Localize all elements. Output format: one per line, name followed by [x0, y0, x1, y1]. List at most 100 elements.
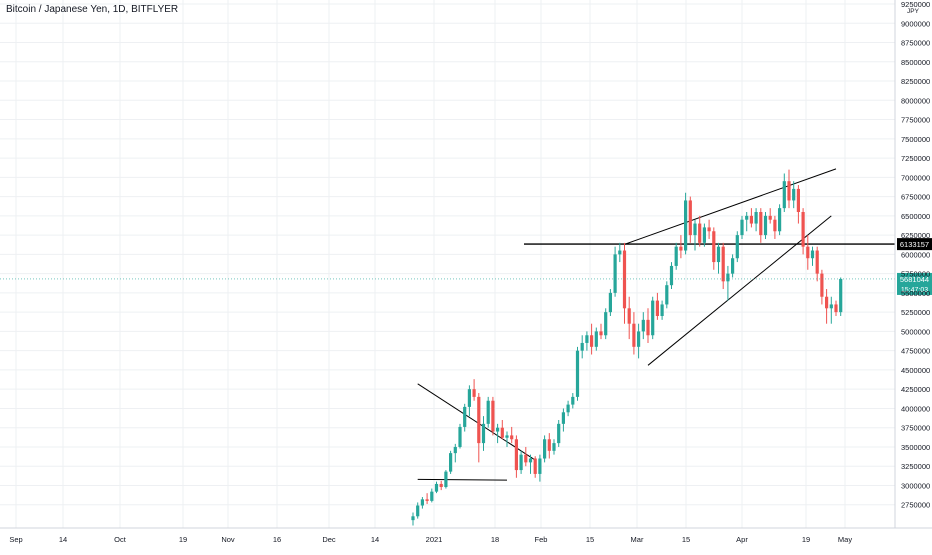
y-tick-label: 7000000 [901, 173, 930, 182]
candle-body [571, 396, 575, 405]
candle-body [768, 215, 772, 220]
candle-body [655, 300, 659, 316]
y-tick-label: 5250000 [901, 308, 930, 317]
candle-body [707, 227, 711, 232]
candle-body [782, 181, 786, 209]
candle-body [514, 439, 518, 471]
candle-body [510, 435, 514, 440]
candle-body [481, 423, 486, 444]
candle-body [684, 200, 688, 251]
candle-body [637, 331, 641, 347]
candle-body [453, 446, 457, 454]
candle-body [519, 454, 523, 471]
countdown-label: 15:47:03 [901, 287, 928, 294]
x-tick-label: Oct [114, 535, 127, 544]
candle-body [839, 278, 843, 313]
y-tick-label: 6250000 [901, 231, 930, 240]
candle-body [434, 483, 439, 492]
candle-body [411, 516, 415, 521]
candle-body [533, 458, 537, 474]
candle-body [688, 200, 692, 236]
candle-body [665, 285, 669, 305]
y-tick-label: 3000000 [901, 481, 930, 490]
chart-title: Bitcoin / Japanese Yen, 1D, BITFLYER [6, 4, 179, 15]
candle-body [524, 454, 528, 463]
y-tick-label: 6500000 [901, 212, 930, 221]
candle-body [449, 453, 453, 472]
candle-body [491, 400, 495, 432]
candle-body [735, 235, 739, 259]
candle-body [834, 304, 838, 313]
x-tick-label: 14 [59, 535, 67, 544]
candle-body [810, 250, 815, 259]
candle-body [669, 265, 674, 286]
y-tick-label: 7250000 [901, 154, 930, 163]
x-tick-label: 19 [179, 535, 187, 544]
time-axis[interactable]: Sep 14 Oct 19 Nov 16 Dec 14 2021 18 Feb 15 Mar 15 Apr 1… [0, 527, 932, 544]
y-tick-label: 8000000 [901, 96, 930, 105]
y-tick-label: 5500000 [901, 289, 930, 298]
candle-body [561, 412, 565, 424]
y-tick-label: 4250000 [901, 385, 930, 394]
candle-body [646, 319, 650, 336]
candle-body [477, 396, 481, 444]
candle-body [575, 350, 580, 397]
candle-body [632, 323, 636, 347]
candle-body [590, 335, 594, 347]
candle-body [608, 292, 612, 313]
candle-body [825, 296, 829, 309]
trendline[interactable] [624, 168, 837, 245]
candle-body [505, 435, 509, 438]
x-tick-label: 15 [586, 535, 594, 544]
candle-body [792, 188, 796, 201]
candle-body [829, 304, 833, 309]
x-tick-label: 18 [491, 535, 499, 544]
currency-label: JPY [907, 8, 920, 15]
candle-body [622, 250, 627, 309]
y-tick-label: 5000000 [901, 327, 930, 336]
x-tick-label: 16 [273, 535, 281, 544]
candle-body [594, 331, 598, 347]
candle-body [543, 439, 547, 459]
candle-body [420, 499, 424, 506]
price-axis[interactable]: 2750000 3000000 3250000 3500000 3750000 40000… [894, 0, 930, 528]
x-tick-label: May [838, 535, 852, 544]
trendline[interactable] [417, 478, 508, 481]
horizontal-level-tag [897, 238, 932, 251]
candle-body [604, 312, 608, 336]
candle-body [698, 223, 702, 243]
y-tick-label: 6000000 [901, 250, 930, 259]
candle-body [486, 400, 490, 424]
candle-body [693, 223, 697, 236]
candle-body [439, 483, 443, 488]
candle-body [754, 212, 758, 224]
candle-body [745, 215, 749, 220]
candles-layer [411, 169, 843, 526]
x-tick-label: Dec [322, 535, 336, 544]
candle-body [651, 300, 655, 336]
y-tick-label: 3750000 [901, 424, 930, 433]
y-tick-label: 8500000 [901, 58, 930, 67]
y-tick-label: 4500000 [901, 366, 930, 375]
candle-body [815, 250, 819, 274]
y-tick-label: 9250000 [901, 0, 930, 9]
x-tick-label: 19 [802, 535, 810, 544]
trendline[interactable] [647, 215, 832, 366]
candle-body [820, 273, 824, 297]
x-tick-label: Nov [221, 535, 235, 544]
x-tick-label: Sep [9, 535, 22, 544]
candle-body [552, 443, 556, 451]
candle-body [430, 491, 434, 501]
candle-body [599, 331, 603, 336]
candle-body [458, 426, 462, 447]
candle-body [806, 246, 810, 259]
y-tick-label: 7750000 [901, 116, 930, 125]
horizontal-level-label: 6133157 [900, 240, 929, 249]
candle-body [467, 389, 471, 407]
candle-body [674, 246, 678, 266]
candle-body [716, 246, 721, 263]
candle-body [580, 342, 584, 351]
y-tick-label: 3500000 [901, 443, 930, 452]
